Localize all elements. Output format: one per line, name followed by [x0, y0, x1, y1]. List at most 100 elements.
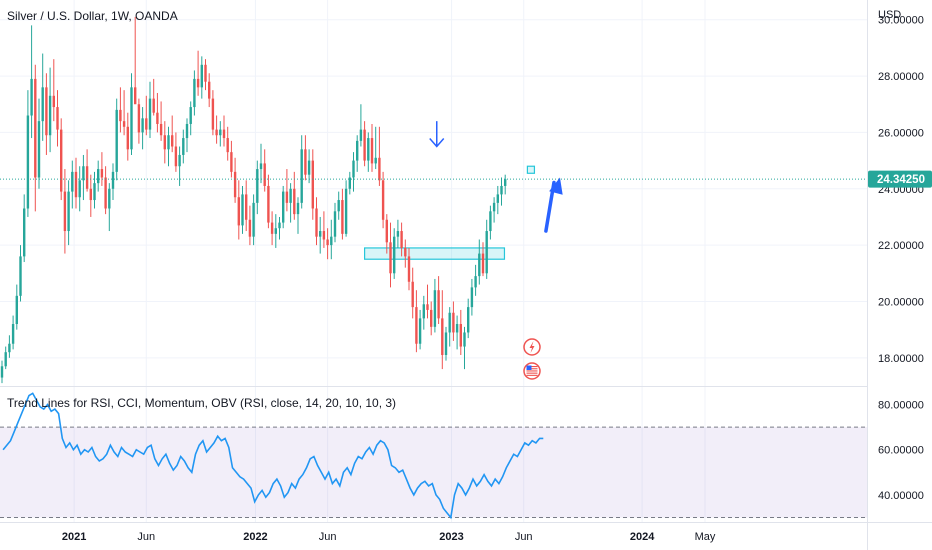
candle-body — [389, 242, 392, 274]
candle-body — [67, 191, 70, 232]
candle-body — [311, 160, 314, 209]
candle-body — [411, 281, 414, 308]
candle-body — [189, 107, 192, 124]
candle-body — [100, 169, 104, 178]
candle-body — [226, 138, 229, 153]
candle-body — [278, 222, 281, 229]
time-tick-label: May — [695, 531, 716, 543]
candle-body — [41, 87, 44, 122]
candle-body — [504, 179, 507, 186]
candle-body — [233, 171, 237, 198]
time-tick-label: Jun — [515, 531, 533, 543]
candle-body — [148, 98, 152, 130]
price-candles — [0, 16, 507, 384]
candle-body — [82, 166, 85, 181]
candle-body — [478, 253, 481, 277]
candle-body — [455, 324, 459, 333]
candle-body — [422, 304, 425, 319]
candle-body — [481, 253, 485, 274]
candle-body — [444, 332, 448, 356]
candle-body — [104, 177, 107, 209]
candle-body — [196, 78, 200, 88]
price-zone[interactable] — [364, 247, 506, 260]
time-tick-label: Jun — [137, 531, 155, 543]
us-flag-icon[interactable] — [523, 362, 541, 380]
candle-body — [171, 135, 174, 147]
rsi-tick-label: 40.00000 — [878, 490, 924, 502]
candle-body — [108, 188, 111, 209]
time-tick-label: 2023 — [439, 531, 463, 543]
candle-body — [252, 202, 255, 237]
candle-body — [185, 123, 189, 139]
candle-body — [396, 231, 400, 237]
candle-body — [407, 256, 411, 282]
rsi-band — [0, 427, 867, 518]
rsi-tick-label: 80.00000 — [878, 400, 924, 412]
candle-body — [248, 219, 252, 237]
candle-body — [111, 171, 115, 189]
candle-body — [178, 154, 181, 167]
candle-body — [322, 231, 326, 240]
candle-body — [400, 231, 403, 248]
candle-body — [4, 352, 7, 367]
candle-body — [256, 169, 259, 203]
chart-title: Silver / U.S. Dollar, 1W, OANDA — [7, 9, 178, 23]
candle-body — [174, 146, 178, 167]
candle-body — [167, 135, 170, 150]
candle-body — [426, 304, 429, 310]
rsi-axis[interactable]: 80.00000 60.00000 40.00000 — [878, 400, 924, 502]
candle-body — [393, 236, 396, 274]
candle-body — [370, 138, 374, 164]
price-tick-label: 26.00000 — [878, 127, 924, 139]
candle-body — [48, 95, 52, 136]
candle-body — [137, 104, 141, 133]
candle-body — [267, 185, 270, 223]
candle-body — [437, 290, 440, 319]
candle-body — [463, 332, 466, 347]
price-axis[interactable]: 30.0000028.0000026.0000024.0000022.00000… — [878, 15, 924, 365]
candle-body — [374, 157, 377, 164]
time-tick-label: 2021 — [62, 531, 86, 543]
event-icons[interactable] — [523, 338, 541, 380]
candle-body — [282, 191, 285, 223]
candle-body — [485, 231, 488, 274]
candle-body — [341, 200, 344, 234]
rsi-line — [2, 392, 544, 520]
candle-body — [474, 276, 477, 288]
candle-body — [359, 129, 363, 141]
candle-body — [11, 324, 15, 344]
time-tick-label: Jun — [319, 531, 337, 543]
candle-body — [200, 64, 203, 88]
flash-icon[interactable] — [523, 338, 541, 356]
candle-body — [296, 202, 300, 215]
time-axis[interactable]: 2021 Jun 2022 Jun 2023 Jun 2024 May — [62, 531, 716, 543]
candle-body — [441, 318, 444, 356]
candle-body — [215, 129, 218, 136]
candle-body — [378, 157, 381, 181]
price-zone[interactable] — [526, 165, 536, 174]
candle-body — [126, 126, 129, 150]
candle-body — [141, 118, 144, 133]
candle-body — [71, 171, 74, 192]
candle-body — [259, 163, 263, 170]
price-tick-label: 18.00000 — [878, 353, 924, 365]
candle-body — [348, 177, 351, 189]
candle-body — [19, 256, 22, 296]
up-arrow-head — [549, 177, 563, 195]
candle-body — [363, 129, 366, 161]
candle-body — [219, 129, 222, 136]
drawing-arrows — [429, 121, 563, 233]
time-tick-label: 2024 — [630, 531, 655, 543]
rsi-indicator-label: Trend Lines for RSI, CCI, Momentum, OBV … — [7, 396, 396, 410]
candle-body — [459, 324, 462, 347]
candle-body — [367, 138, 370, 161]
candle-body — [45, 87, 48, 136]
candle-body — [8, 343, 11, 353]
grid-lines — [0, 0, 867, 522]
candle-body — [245, 194, 248, 220]
candle-body — [37, 121, 41, 178]
candle-body — [304, 149, 307, 175]
candle-body — [237, 197, 240, 226]
candle-body — [263, 163, 266, 186]
